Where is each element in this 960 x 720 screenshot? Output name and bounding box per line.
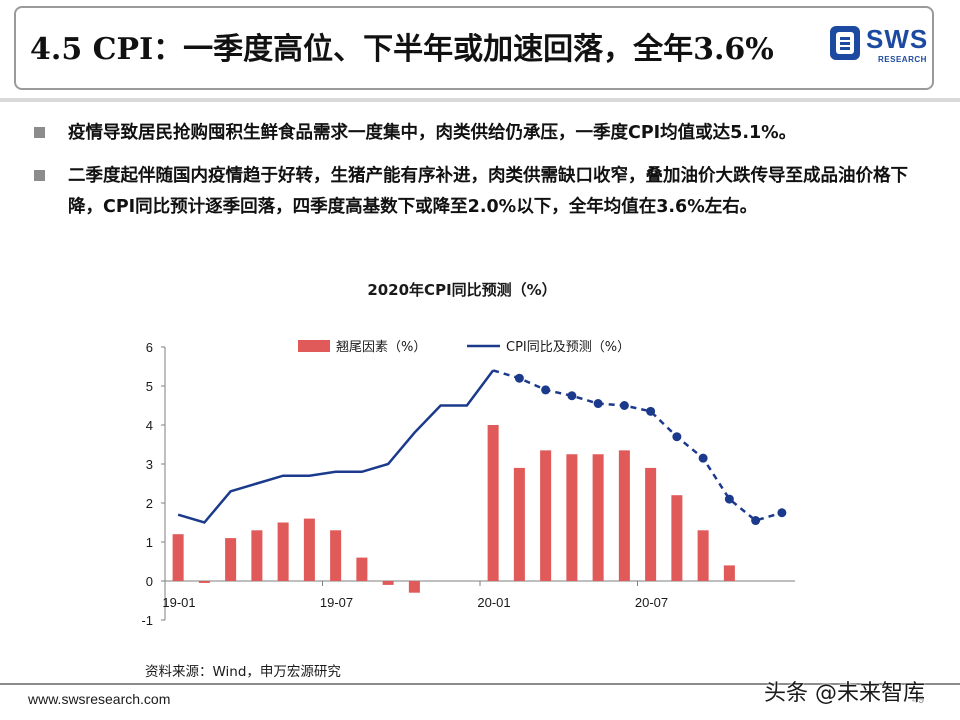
bar <box>408 581 420 593</box>
header-frame <box>14 6 934 90</box>
legend-bar-label: 翘尾因素（%） <box>336 340 426 355</box>
bar <box>382 581 394 585</box>
bar <box>330 530 342 581</box>
bullet-item: 疫情导致居民抢购囤积生鲜食品需求一度集中，肉类供给仍承压，一季度CPI均值或达5… <box>30 118 940 149</box>
footer-url[interactable]: www.swsresearch.com <box>28 691 171 707</box>
x-tick-label: 19-07 <box>320 595 353 610</box>
legend-bar-swatch <box>298 340 330 352</box>
bar <box>513 467 525 581</box>
y-tick-label: 0 <box>146 574 153 589</box>
logo-text: SWS <box>866 24 929 54</box>
y-tick-label: 3 <box>146 457 153 472</box>
forecast-point <box>777 508 787 518</box>
y-tick-label: 5 <box>146 379 153 394</box>
x-tick-label: 20-07 <box>635 595 668 610</box>
forecast-point <box>672 432 682 442</box>
bar <box>225 538 237 581</box>
bar <box>618 450 630 581</box>
y-tick-label: 2 <box>146 496 153 511</box>
x-tick-label: 20-01 <box>477 595 510 610</box>
watermark: 头条 @未来智库 <box>764 681 925 706</box>
bar <box>277 522 289 581</box>
bar <box>356 557 368 581</box>
footer-divider <box>0 683 960 685</box>
forecast-point <box>724 494 734 504</box>
bar <box>592 454 604 581</box>
bullet-square-icon <box>34 127 45 138</box>
bar <box>671 495 683 581</box>
bullet-list: 疫情导致居民抢购囤积生鲜食品需求一度集中，肉类供给仍承压，一季度CPI均值或达5… <box>30 118 940 235</box>
bar <box>566 454 578 581</box>
logo-subtext: RESEARCH <box>878 55 927 64</box>
header-divider <box>0 98 960 102</box>
forecast-point <box>619 401 629 410</box>
forecast-point <box>593 399 603 409</box>
bar <box>303 518 315 581</box>
bullet-item: 二季度起伴随国内疫情趋于好转，生猪产能有序补进，肉类供需缺口收窄，叠加油价大跌传… <box>30 161 940 223</box>
cpi-chart: 2020年CPI同比预测（%） -1 0 1 2 3 4 5 6 19-01 19-07 20-01 2… <box>141 281 795 680</box>
page-number: 49 <box>912 694 925 706</box>
bar <box>487 425 499 581</box>
forecast-point <box>567 391 577 401</box>
bullet-text: 二季度起伴随国内疫情趋于好转，生猪产能有序补进，肉类供需缺口收窄，叠加油价大跌传… <box>68 166 908 217</box>
bar <box>172 534 184 581</box>
bar <box>723 565 735 581</box>
y-tick-label: 1 <box>146 535 153 550</box>
chart-title: 2020年CPI同比预测（%） <box>367 281 556 299</box>
sws-logo: SWS RESEARCH <box>826 22 946 70</box>
legend-line-label: CPI同比及预测（%） <box>506 340 630 355</box>
y-tick-label: 4 <box>146 418 153 433</box>
header: 4.5 CPI：一季度高位、下半年或加速回落，全年3.6% SWS RESEAR… <box>0 0 960 96</box>
y-tick-label: 6 <box>146 340 153 355</box>
sws-logo-icon <box>830 26 860 60</box>
forecast-point <box>541 385 551 395</box>
bar <box>198 581 210 583</box>
page-title: 4.5 CPI：一季度高位、下半年或加速回落，全年3.6% <box>30 32 774 67</box>
cpi-actual-line <box>177 369 495 524</box>
bar <box>540 450 552 581</box>
bar <box>251 530 263 581</box>
cpi-forecast-line <box>492 369 783 522</box>
forecast-point <box>514 373 524 383</box>
forecast-point <box>646 406 656 416</box>
y-tick-label: -1 <box>141 613 153 628</box>
bar <box>645 467 657 581</box>
forecast-point <box>751 516 761 526</box>
x-tick-label: 19-01 <box>162 595 195 610</box>
source-note: 资料来源：Wind，申万宏源研究 <box>145 664 341 680</box>
bullet-text: 疫情导致居民抢购囤积生鲜食品需求一度集中，肉类供给仍承压，一季度CPI均值或达5… <box>68 123 797 143</box>
forecast-point <box>698 453 708 463</box>
bar <box>697 530 709 581</box>
bullet-square-icon <box>34 170 45 181</box>
